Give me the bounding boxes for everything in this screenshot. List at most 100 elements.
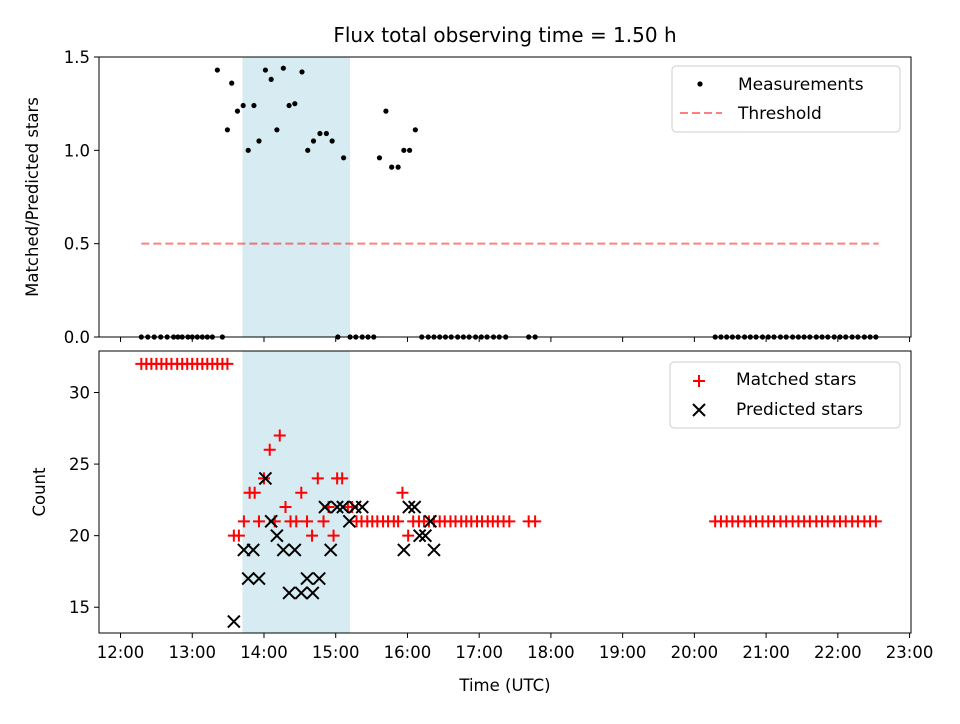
- bottom-legend: Matched stars Predicted stars: [669, 361, 901, 429]
- bottom-y-tick-label: 30: [69, 384, 90, 403]
- x-axis-label: Time (UTC): [458, 676, 550, 695]
- top-y-axis-label: Matched/Predicted stars: [23, 97, 42, 297]
- predicted-star-point: [270, 528, 284, 543]
- measurement-point: [256, 138, 262, 144]
- matched-star-point: [290, 515, 303, 528]
- bottom-x-tick-label: 21:00: [742, 643, 790, 662]
- legend-measurements-label: Measurements: [738, 75, 864, 95]
- predicted-star-point: [282, 586, 296, 600]
- measurement-point: [317, 130, 323, 137]
- matched-star-point: [336, 472, 349, 485]
- bottom-x-tick-label: 14:00: [240, 643, 288, 662]
- matched-star-point: [301, 515, 314, 528]
- legend-matched-marker: [693, 375, 705, 387]
- measurement-point: [292, 101, 298, 107]
- bottom-x-tick-label: 22:00: [814, 643, 862, 662]
- predicted-star-point: [227, 614, 241, 629]
- top-highlight-span: [242, 57, 351, 337]
- predicted-star-point: [412, 528, 427, 543]
- legend-predicted-label: Predicted stars: [736, 400, 863, 420]
- predicted-star-point: [407, 500, 422, 514]
- legend-matched-label: Matched stars: [736, 370, 856, 390]
- predicted-star-point: [336, 500, 350, 514]
- predicted-stars-points: [227, 471, 441, 629]
- measurement-point: [245, 147, 251, 153]
- measurement-point: [286, 102, 292, 109]
- measurement-point: [305, 147, 311, 153]
- matched-star-point: [396, 486, 409, 499]
- matched-star-point: [311, 472, 324, 485]
- measurement-point: [401, 147, 407, 153]
- bottom-x-tick-label: 16:00: [384, 643, 432, 662]
- bottom-x-tick-label: 17:00: [455, 643, 503, 662]
- bottom-axes-frame: [98, 350, 912, 634]
- measurement-point: [412, 127, 418, 133]
- bottom-x-tick-label: 13:00: [168, 643, 216, 662]
- bottom-y-tick-label: 15: [69, 598, 90, 617]
- predicted-star-point: [427, 543, 441, 557]
- predicted-star-point: [241, 571, 255, 586]
- predicted-star-point: [418, 528, 433, 543]
- top-legend-box: [671, 65, 901, 133]
- measurement-point: [224, 127, 230, 133]
- matched-star-point: [273, 429, 286, 442]
- matched-star-point: [869, 515, 882, 528]
- top-y-tick-label: 1.0: [64, 141, 90, 160]
- measurement-point: [376, 155, 383, 161]
- bottom-x-tick-label: 23:00: [886, 643, 934, 662]
- predicted-star-point: [306, 586, 320, 600]
- measurement-point: [274, 127, 280, 133]
- matched-star-point: [503, 515, 516, 528]
- predicted-star-point: [264, 514, 278, 529]
- matched-star-point: [529, 515, 542, 528]
- predicted-star-point: [423, 514, 438, 529]
- matched-star-point: [248, 486, 261, 499]
- top-axes-frame: [98, 56, 912, 338]
- legend-predicted-marker: [692, 403, 706, 417]
- measurement-point: [262, 67, 269, 73]
- predicted-star-point: [330, 500, 344, 514]
- top-axis-ticks: 0.0 0.5 1.0 1.5: [64, 48, 911, 347]
- bottom-x-tick-label: 19:00: [599, 643, 647, 662]
- top-legend: Measurements Threshold: [671, 65, 901, 133]
- top-y-tick-label: 0.5: [64, 235, 90, 254]
- matched-star-point: [237, 515, 250, 528]
- matched-star-point: [392, 515, 405, 528]
- bottom-y-tick-label: 25: [69, 455, 90, 474]
- matched-star-point: [306, 529, 319, 542]
- measurement-point: [389, 164, 395, 170]
- predicted-star-point: [252, 571, 266, 586]
- legend-threshold-label: Threshold: [737, 104, 822, 124]
- matched-stars-points: [135, 357, 882, 542]
- matched-star-point: [252, 515, 265, 528]
- measurement-point: [323, 130, 329, 137]
- matched-star-point: [257, 472, 270, 485]
- measurement-point: [341, 155, 347, 161]
- matched-star-point: [317, 515, 330, 528]
- bottom-x-tick-label: 18:00: [527, 643, 575, 662]
- top-panel: 0.0 0.5 1.0 1.5 Flux total observing time =…: [23, 23, 912, 347]
- top-y-tick-label: 1.5: [64, 48, 90, 67]
- chart-title: Flux total observing time = 1.50 h: [333, 23, 676, 47]
- predicted-star-point: [294, 586, 308, 600]
- bottom-x-tick-label: 20:00: [671, 643, 719, 662]
- measurement-point: [395, 164, 401, 170]
- predicted-star-point: [312, 571, 326, 586]
- measurement-point: [240, 102, 246, 109]
- measurement-point: [329, 138, 335, 144]
- measurement-point: [406, 147, 413, 153]
- bottom-panel: 15 20 25 30 12:00 13:00 14:00 15:00 16:00 17:00 18…: [30, 350, 934, 695]
- measurement-point: [310, 138, 317, 144]
- predicted-star-point: [276, 543, 291, 557]
- measurement-point: [299, 69, 305, 75]
- matched-star-point: [232, 529, 245, 542]
- legend-measurements-marker: [697, 81, 703, 87]
- measurement-point: [251, 102, 257, 109]
- predicted-star-point: [397, 543, 411, 557]
- measurement-point: [214, 67, 220, 73]
- matched-star-point: [402, 529, 415, 542]
- predicted-star-point: [342, 514, 357, 529]
- matched-star-point: [327, 529, 340, 542]
- bottom-y-axis-label: Count: [30, 467, 49, 517]
